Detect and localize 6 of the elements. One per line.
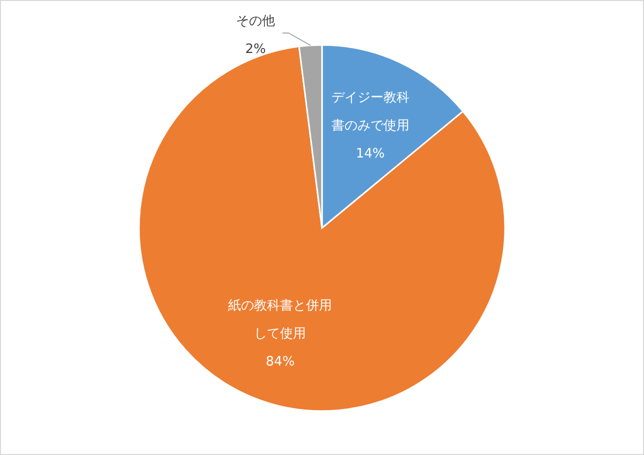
data-label: 14% xyxy=(356,146,385,161)
data-label: 84% xyxy=(266,354,295,370)
slice-label: デイジー教科書のみで使用 xyxy=(331,90,410,133)
slice-label: 紙の教科書と併用して使用 xyxy=(228,298,332,342)
slice-label: その他 xyxy=(236,14,276,29)
data-label: 2% xyxy=(245,42,266,57)
